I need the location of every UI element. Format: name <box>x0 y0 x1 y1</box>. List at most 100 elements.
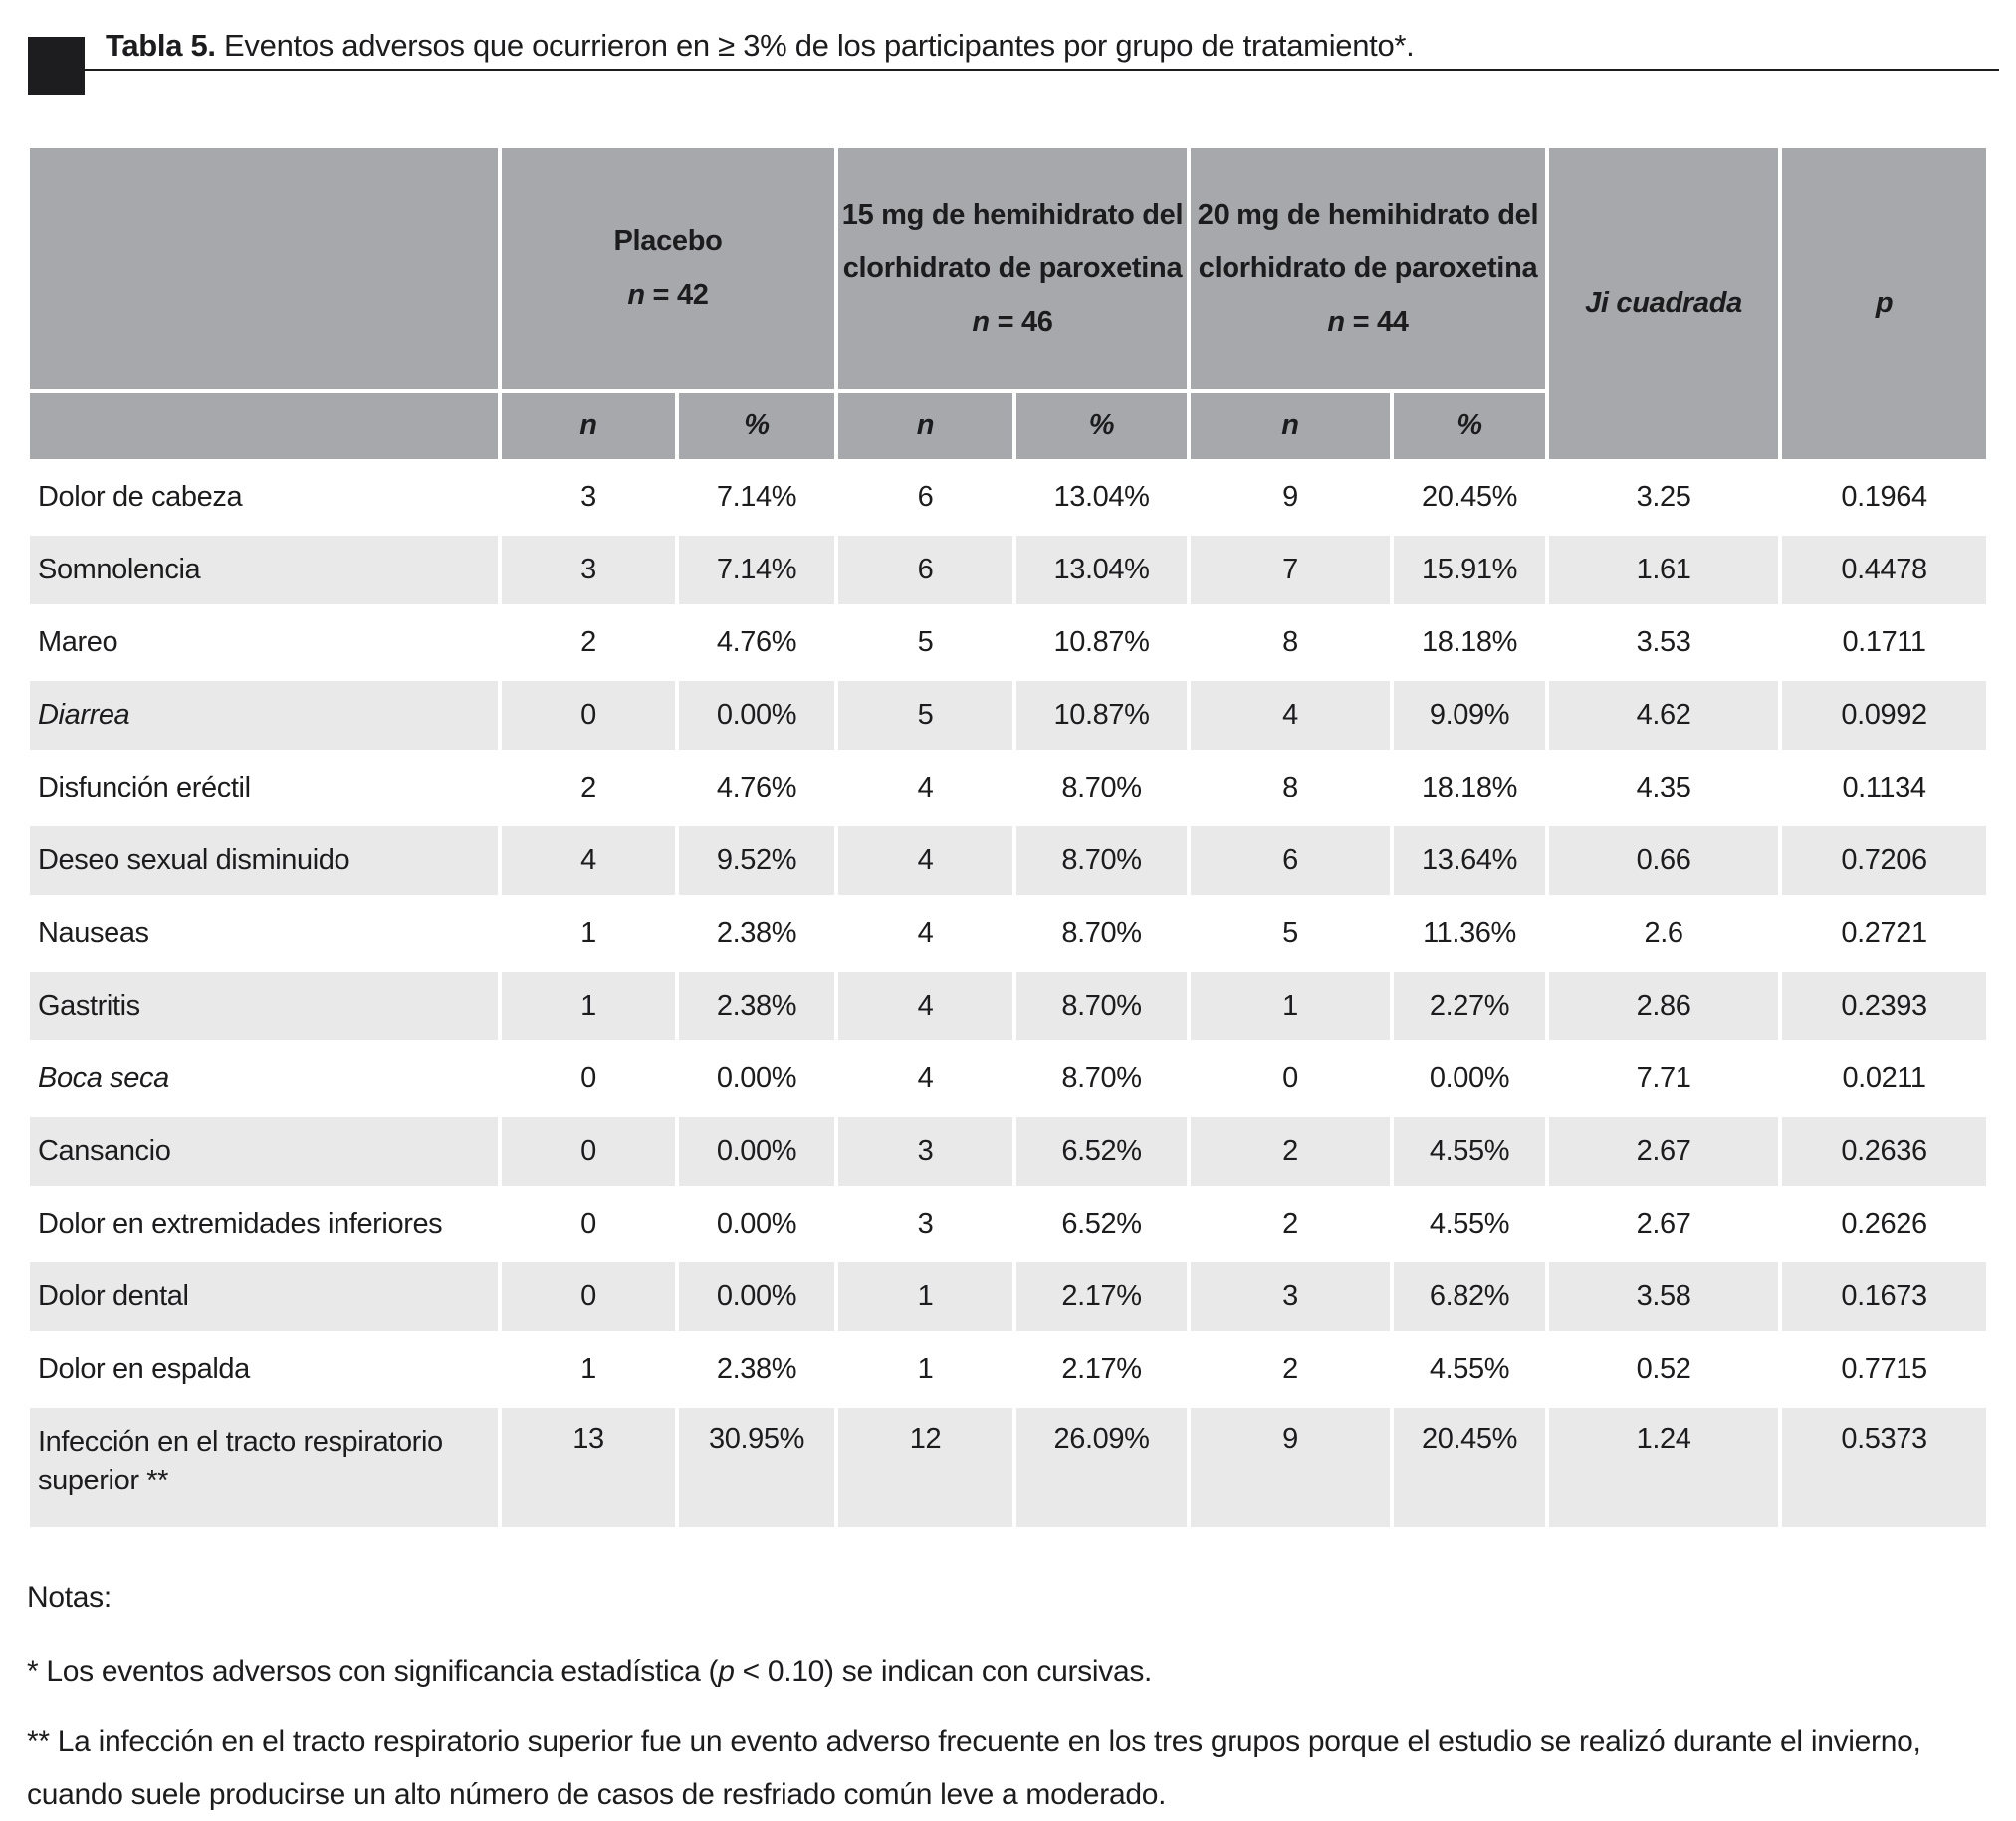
group-n-value: = 44 <box>1344 305 1409 338</box>
data-cell: 0.2626 <box>1841 1208 1927 1240</box>
data-cell: 5 <box>917 626 934 658</box>
notes-header: Notas: <box>27 1581 112 1614</box>
data-cell: 0.00% <box>1429 1062 1510 1094</box>
group-n-symbol: n <box>627 279 645 311</box>
data-cell: 0.1964 <box>1841 481 1927 513</box>
data-cell: 2.17% <box>1016 1262 1188 1331</box>
row-label: Dolor de cabeza <box>38 480 243 513</box>
data-cell: 2.86 <box>1549 972 1779 1040</box>
data-cell: 20.45% <box>1422 481 1517 513</box>
data-cell: 0.7715 <box>1841 1353 1927 1385</box>
data-cell: 5 <box>1282 917 1298 949</box>
table-row: Gastritis 1 2.38% 4 8.70% 1 2.27% 2.86 0… <box>30 972 1987 1040</box>
data-cell: 1 <box>838 1262 1012 1331</box>
data-cell: 7.14% <box>679 536 834 604</box>
group-label: 15 mg de hemihidrato del clorhidrato de … <box>841 198 1184 285</box>
data-cell: 0 <box>502 1117 675 1186</box>
header-row-groups: Placebo n = 42 15 mg de hemihidrato del … <box>30 148 1987 459</box>
data-cell: 3.58 <box>1549 1262 1779 1331</box>
section-marker-square <box>28 37 85 95</box>
group-n-value: = 42 <box>644 279 709 311</box>
row-label: Somnolencia <box>30 536 498 604</box>
data-cell: 4 <box>917 917 934 949</box>
data-cell: 2.38% <box>679 972 834 1040</box>
row-label: Dolor en extremidades inferiores <box>38 1207 443 1240</box>
data-cell: 20.45% <box>1394 1408 1546 1527</box>
data-cell: 4 <box>917 772 934 803</box>
header-empty-cell <box>30 393 498 459</box>
data-cell: 18.18% <box>1422 772 1517 803</box>
table-row: Diarrea 0 0.00% 5 10.87% 4 9.09% 4.62 0.… <box>30 681 1987 750</box>
note1-p-symbol: p <box>718 1655 735 1688</box>
data-cell: 0.00% <box>679 681 834 750</box>
header-group-placebo: Placebo n = 42 <box>502 148 834 389</box>
data-cell: 2.38% <box>716 917 797 949</box>
data-cell: 7 <box>1191 536 1391 604</box>
table-row: Dolor dental 0 0.00% 1 2.17% 3 6.82% 3.5… <box>30 1262 1987 1331</box>
data-cell: 3 <box>1191 1262 1391 1331</box>
data-cell: 5 <box>838 681 1012 750</box>
data-cell: 0.0992 <box>1782 681 1987 750</box>
data-cell: 2.17% <box>1061 1353 1142 1385</box>
note1-text: * Los eventos adversos con significancia… <box>27 1655 719 1688</box>
data-cell: 2 <box>580 772 596 803</box>
group-label: 20 mg de hemihidrato del clorhidrato de … <box>1197 198 1539 285</box>
subheader-pct: % <box>1394 393 1546 459</box>
data-cell: 0.2393 <box>1782 972 1987 1040</box>
header-group-15mg: 15 mg de hemihidrato del clorhidrato de … <box>838 148 1188 389</box>
data-cell: 1 <box>580 1353 596 1385</box>
table-row: Deseo sexual disminuido 4 9.52% 4 8.70% … <box>30 826 1987 895</box>
table-row: Disfunción eréctil 2 4.76% 4 8.70% 8 18.… <box>30 754 1986 822</box>
data-cell: 8.70% <box>1061 917 1142 949</box>
data-cell: 2.38% <box>716 1353 797 1385</box>
note-asterisk: * Los eventos adversos con significancia… <box>27 1655 1994 1689</box>
data-cell: 3.53 <box>1636 626 1691 658</box>
subheader-n: n <box>1191 393 1391 459</box>
table-row: Mareo 2 4.76% 5 10.87% 8 18.18% 3.53 0.1… <box>30 608 1986 677</box>
row-label: Disfunción eréctil <box>38 771 251 803</box>
data-cell: 13 <box>502 1408 675 1527</box>
data-cell: 4.76% <box>716 626 797 658</box>
data-cell: 4 <box>838 826 1012 895</box>
table-row: Cansancio 0 0.00% 3 6.52% 2 4.55% 2.67 0… <box>30 1117 1987 1186</box>
data-cell: 3 <box>838 1117 1012 1186</box>
data-cell: 3 <box>502 536 675 604</box>
data-cell: 7.14% <box>716 481 797 513</box>
row-label: Dolor dental <box>30 1262 498 1331</box>
data-cell: 6.52% <box>1061 1208 1142 1240</box>
data-cell: 9.52% <box>679 826 834 895</box>
table-body: Dolor de cabeza 3 7.14% 6 13.04% 9 20.45… <box>30 463 1987 1527</box>
data-cell: 18.18% <box>1422 626 1517 658</box>
data-cell: 3 <box>917 1208 934 1240</box>
data-cell: 2 <box>580 626 596 658</box>
data-cell: 0.00% <box>679 1262 834 1331</box>
data-cell: 4.55% <box>1429 1208 1510 1240</box>
data-cell: 10.87% <box>1016 681 1188 750</box>
data-cell: 1 <box>502 972 675 1040</box>
data-cell: 1 <box>580 917 596 949</box>
table-caption-text: Eventos adversos que ocurrieron en ≥ 3% … <box>215 28 1415 63</box>
table-row: Nauseas 1 2.38% 4 8.70% 5 11.36% 2.6 0.2… <box>30 899 1986 968</box>
data-cell: 0.52 <box>1636 1353 1691 1385</box>
table-row: Somnolencia 3 7.14% 6 13.04% 7 15.91% 1.… <box>30 536 1987 604</box>
data-cell: 8.70% <box>1061 1062 1142 1094</box>
data-cell: 2 <box>1282 1208 1298 1240</box>
data-cell: 0 <box>580 1062 596 1094</box>
data-cell: 0 <box>502 681 675 750</box>
data-cell: 3 <box>580 481 596 513</box>
data-cell: 8.70% <box>1016 972 1188 1040</box>
data-cell: 4 <box>1191 681 1391 750</box>
data-cell: 7.71 <box>1636 1062 1691 1094</box>
data-cell: 0.00% <box>716 1062 797 1094</box>
data-cell: 2.67 <box>1549 1117 1779 1186</box>
data-cell: 2 <box>1282 1353 1298 1385</box>
data-cell: 4 <box>917 1062 934 1094</box>
table-row: Boca seca 0 0.00% 4 8.70% 0 0.00% 7.71 0… <box>30 1044 1986 1113</box>
data-cell: 0.66 <box>1549 826 1779 895</box>
header-p-value: p <box>1782 148 1987 459</box>
data-cell: 1.24 <box>1549 1408 1779 1527</box>
data-cell: 6 <box>838 536 1012 604</box>
data-cell: 4.62 <box>1549 681 1779 750</box>
table-caption: Tabla 5. Eventos adversos que ocurrieron… <box>106 28 1415 64</box>
notes-section: Notas: * Los eventos adversos con signif… <box>27 1581 1994 1821</box>
